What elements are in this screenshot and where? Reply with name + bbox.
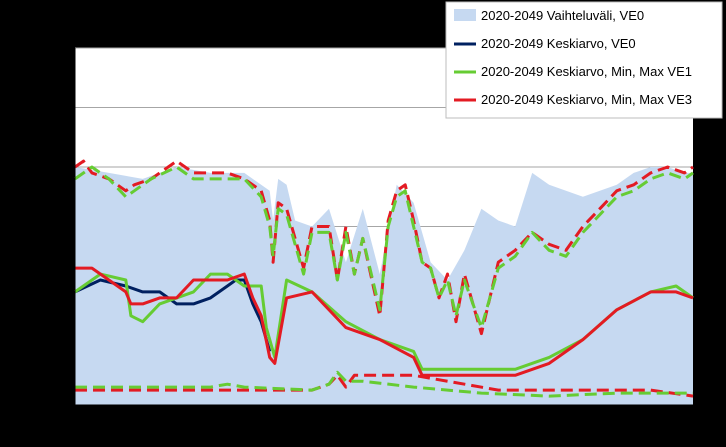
series-line-1 — [74, 278, 272, 352]
legend: 2020-2049 Vaihteluväli, VE0 2020-2049 Ke… — [445, 1, 723, 119]
legend-item-ve1: 2020-2049 Keskiarvo, Min, Max VE1 — [454, 64, 692, 79]
series-line-5 — [74, 165, 694, 330]
legend-label: 2020-2049 Vaihteluväli, VE0 — [481, 8, 644, 23]
series-line-6 — [75, 373, 694, 398]
legend-box — [445, 1, 723, 119]
legend-swatch-band — [454, 9, 476, 21]
legend-label: 2020-2049 Keskiarvo, Min, Max VE1 — [481, 64, 692, 79]
legend-item-ve0: 2020-2049 Keskiarvo, VE0 — [454, 36, 636, 51]
legend-item-ve3: 2020-2049 Keskiarvo, Min, Max VE3 — [454, 92, 692, 107]
legend-label: 2020-2049 Keskiarvo, VE0 — [481, 36, 636, 51]
series-line-2 — [74, 272, 694, 371]
series-band-0 — [75, 167, 693, 405]
band-layer — [75, 167, 693, 405]
legend-item-band: 2020-2049 Vaihteluväli, VE0 — [454, 8, 644, 23]
series-line-7 — [75, 370, 693, 398]
series-layer — [74, 159, 694, 398]
legend-label: 2020-2049 Keskiarvo, Min, Max VE3 — [481, 92, 692, 107]
series-line-3 — [75, 266, 694, 377]
